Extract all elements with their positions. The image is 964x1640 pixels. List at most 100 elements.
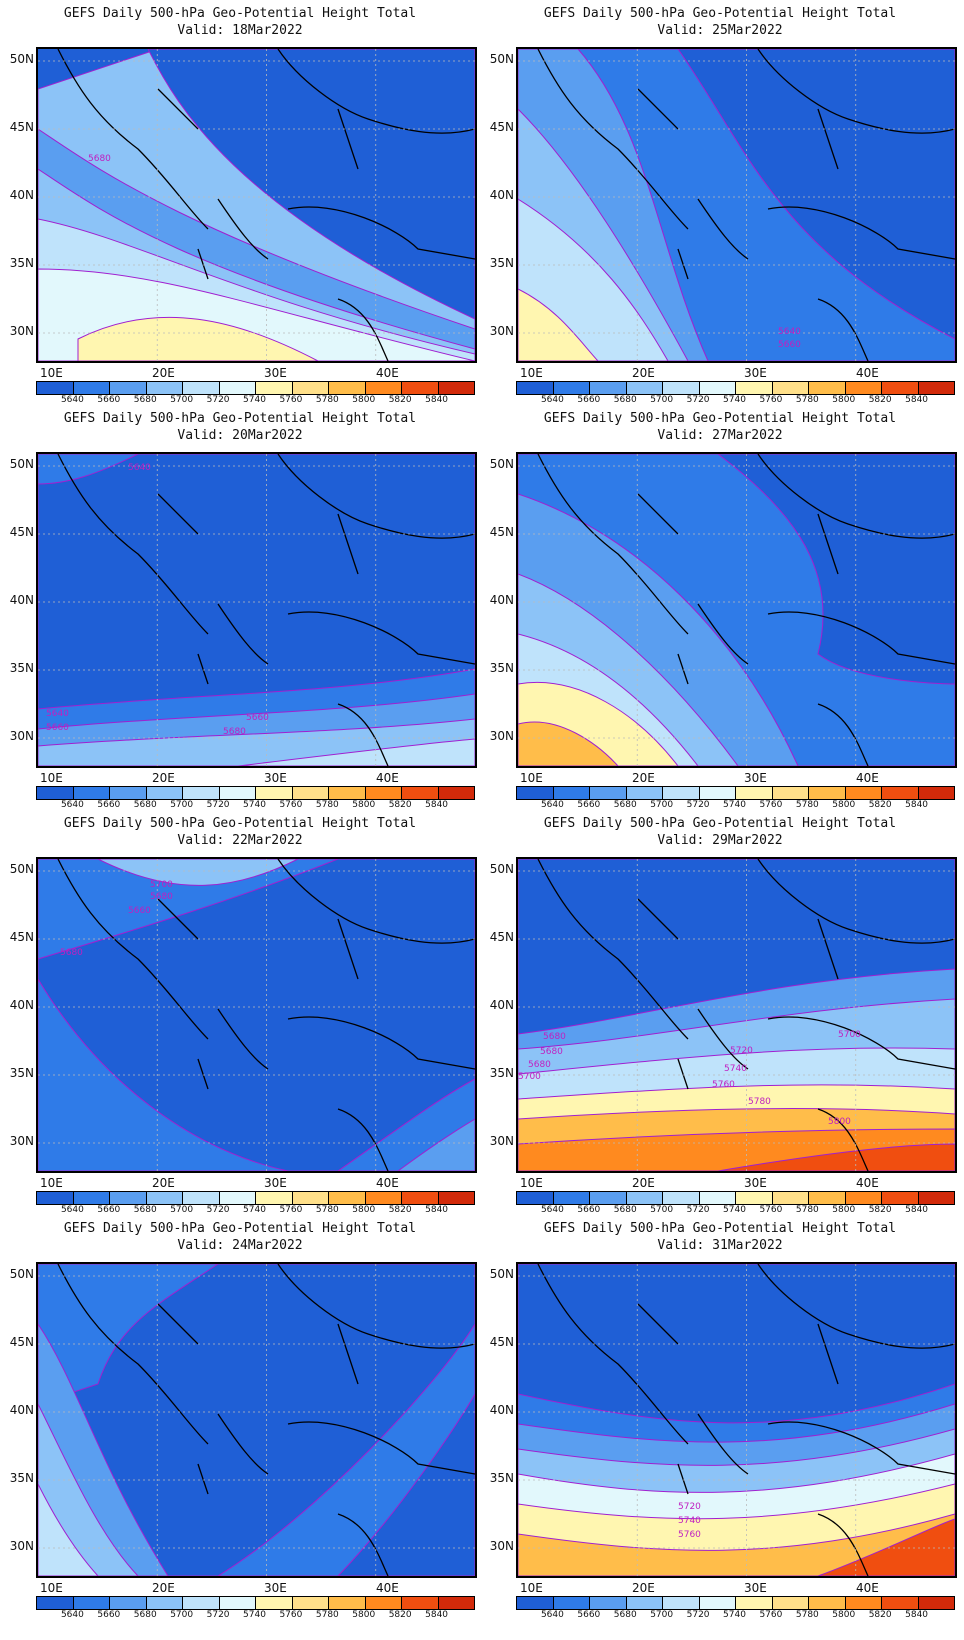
colorbar-tick-label: 5820: [868, 395, 892, 405]
colorbar-tick-label: 5760: [279, 1205, 303, 1215]
lon-label: 30E: [264, 366, 287, 380]
colorbar-tick-label: 5640: [60, 395, 84, 405]
colorbar-swatch: [809, 1192, 846, 1204]
colorbar-tick-label: 5680: [613, 800, 637, 810]
colorbar-tick-label: 5800: [352, 800, 376, 810]
lat-label: 30N: [489, 1539, 514, 1553]
contour-label: 5720: [678, 1502, 701, 1512]
colorbar-swatch: [365, 1597, 402, 1609]
lon-label: 30E: [744, 1581, 767, 1595]
lon-label: 30E: [744, 366, 767, 380]
lat-label: 40N: [9, 593, 34, 607]
colorbar-tick-label: 5740: [723, 395, 746, 405]
colorbar-tick-label: 5700: [170, 395, 194, 405]
colorbar-swatch: [699, 382, 736, 394]
map-area: 5700 5680 5660 5680: [36, 857, 477, 1173]
colorbar-tick-label: 5840: [905, 1205, 929, 1215]
colorbar-tick-label: 5660: [97, 1610, 121, 1620]
colorbar-swatch: [809, 382, 846, 394]
lat-label: 45N: [489, 930, 514, 944]
colorbar-swatch: [882, 382, 919, 394]
colorbar-tick-label: 5720: [686, 1610, 710, 1620]
lat-label: 35N: [9, 1066, 34, 1080]
lon-label: 20E: [152, 1176, 175, 1190]
colorbar-swatch: [918, 1597, 954, 1609]
lon-label: 30E: [264, 771, 287, 785]
colorbar-swatch: [292, 787, 329, 799]
colorbar-swatch: [918, 382, 954, 394]
lon-label: 20E: [632, 1176, 655, 1190]
colorbar-swatch: [438, 787, 474, 799]
colorbar-swatch: [365, 787, 402, 799]
contour-label: 5640: [46, 709, 69, 719]
lon-label: 10E: [520, 1581, 543, 1595]
colorbar-tick-label: 5820: [388, 395, 412, 405]
colorbar-tick-label: 5740: [723, 1205, 746, 1215]
colorbar-tick-label: 5760: [279, 1610, 303, 1620]
colorbar-swatch: [736, 1192, 773, 1204]
colorbar: [516, 786, 955, 800]
map-area: 5680: [36, 47, 477, 363]
colorbar-tick-label: 5740: [723, 1610, 746, 1620]
height-field: 5680 5680 5680 5700 5700 5720 5740 5760 5780 5800: [518, 859, 955, 1171]
colorbar-tick-label: 5760: [759, 1205, 783, 1215]
map-panel: GEFS Daily 500-hPa Geo-Potential Height …: [480, 1215, 957, 1620]
lat-label: 30N: [489, 324, 514, 338]
colorbar-swatch: [882, 787, 919, 799]
lat-label: 35N: [489, 1471, 514, 1485]
height-field: 5720 5740 5760: [518, 1264, 955, 1576]
contour-label: 5660: [246, 713, 269, 723]
colorbar-tick-label: 5660: [97, 800, 121, 810]
colorbar-tick-label: 5800: [352, 1610, 376, 1620]
colorbar-tick-label: 5780: [315, 395, 339, 405]
map-area: 5680 5680 5680 5700 5700 5720 5740 5760 5780 5800: [516, 857, 957, 1173]
colorbar-swatch: [219, 382, 256, 394]
colorbar-tick-label: 5760: [759, 1610, 783, 1620]
colorbar-tick-label: 5640: [540, 800, 564, 810]
colorbar-swatch: [329, 787, 366, 799]
lon-label: 40E: [856, 771, 879, 785]
contour-label: 5800: [828, 1117, 851, 1127]
map-panel: GEFS Daily 500-hPa Geo-Potential Height …: [0, 1215, 477, 1620]
colorbar-swatch: [553, 1597, 590, 1609]
colorbar-tick-label: 5840: [905, 1610, 929, 1620]
colorbar-swatch: [292, 1597, 329, 1609]
colorbar-swatch: [626, 1192, 663, 1204]
contour-label: 5720: [730, 1046, 753, 1056]
colorbar-tick-label: 5680: [613, 395, 637, 405]
colorbar-tick-label: 5680: [133, 395, 157, 405]
contour-label: 5760: [712, 1080, 735, 1090]
colorbar-tick-label: 5700: [650, 1610, 674, 1620]
panel-valid-date: Valid: 27Mar2022: [657, 428, 783, 443]
colorbar-swatch: [146, 787, 183, 799]
lat-label: 50N: [9, 862, 34, 876]
colorbar-swatch: [402, 1597, 439, 1609]
colorbar-swatch: [590, 787, 627, 799]
lat-label: 45N: [489, 1335, 514, 1349]
lat-label: 40N: [489, 593, 514, 607]
contour-label: 5680: [543, 1032, 566, 1042]
colorbar-tick-label: 5820: [388, 800, 412, 810]
colorbar-tick-label: 5760: [759, 395, 783, 405]
colorbar-tick-label: 5700: [170, 1205, 194, 1215]
lat-label: 50N: [489, 52, 514, 66]
lon-label: 40E: [856, 366, 879, 380]
height-field: 5700 5680 5660 5680: [38, 859, 475, 1171]
panel-title: GEFS Daily 500-hPa Geo-Potential Height …: [63, 411, 417, 426]
colorbar-swatch: [183, 787, 220, 799]
colorbar-tick-label: 5680: [133, 1610, 157, 1620]
height-field: 5680: [38, 49, 475, 361]
colorbar-tick-label: 5820: [868, 800, 892, 810]
lat-label: 30N: [9, 324, 34, 338]
colorbar-swatch: [590, 382, 627, 394]
colorbar-swatch: [73, 1192, 110, 1204]
panel-valid-date: Valid: 18Mar2022: [177, 23, 303, 38]
lon-label: 40E: [376, 771, 399, 785]
contour-label: 5660: [128, 906, 151, 916]
lon-label: 10E: [520, 771, 543, 785]
colorbar: [36, 1596, 475, 1610]
lat-label: 30N: [489, 1134, 514, 1148]
colorbar-tick-label: 5720: [686, 395, 710, 405]
colorbar-tick-label: 5740: [723, 800, 746, 810]
colorbar-swatch: [517, 1597, 554, 1609]
